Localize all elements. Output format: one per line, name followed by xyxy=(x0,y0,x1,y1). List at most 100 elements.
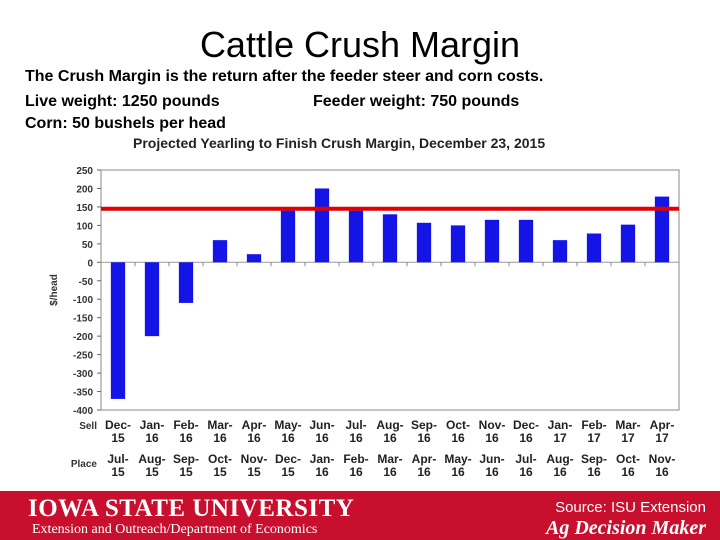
sell-month-label: Mar- xyxy=(615,418,640,432)
y-tick-label: -300 xyxy=(73,369,93,380)
sell-month-label: Jun- xyxy=(309,418,334,432)
sell-year-label: 16 xyxy=(315,431,329,445)
y-axis-label: $/head xyxy=(49,274,60,306)
place-month-label: Nov- xyxy=(241,452,268,466)
sell-year-label: 16 xyxy=(417,431,431,445)
y-tick-label: -150 xyxy=(73,314,93,325)
place-year-label: 15 xyxy=(111,465,125,479)
y-tick-label: 100 xyxy=(76,221,93,232)
bar-oct-16 xyxy=(450,225,466,263)
intro-line-1: The Crush Margin is the return after the… xyxy=(25,68,544,85)
sell-month-label: Jan- xyxy=(140,418,165,432)
place-month-label: Jan- xyxy=(310,452,335,466)
sell-year-label: 16 xyxy=(247,431,261,445)
sell-month-label: Jan- xyxy=(548,418,573,432)
intro-corn: Corn: 50 bushels per head xyxy=(25,115,226,132)
y-tick-label: 250 xyxy=(76,166,93,177)
sell-year-label: 17 xyxy=(621,431,635,445)
place-month-label: Jul- xyxy=(107,452,128,466)
sell-year-label: 16 xyxy=(519,431,533,445)
chart-title: Projected Yearling to Finish Crush Margi… xyxy=(133,135,546,151)
y-tick-label: -400 xyxy=(73,406,93,417)
place-year-label: 15 xyxy=(281,465,295,479)
sell-month-label: Apr- xyxy=(650,418,675,432)
sell-month-label: Dec- xyxy=(105,418,131,432)
sell-year-label: 16 xyxy=(383,431,397,445)
bar-jan-16 xyxy=(144,262,160,337)
department-text: Extension and Outreach/Department of Eco… xyxy=(32,522,318,537)
bar-dec-15 xyxy=(110,262,126,399)
place-month-label: Mar- xyxy=(377,452,402,466)
place-year-label: 16 xyxy=(655,465,669,479)
sell-year-label: 16 xyxy=(213,431,227,445)
sell-month-label: Sep- xyxy=(411,418,437,432)
place-month-label: Dec- xyxy=(275,452,301,466)
place-year-label: 16 xyxy=(315,465,329,479)
row-label-sell: Sell xyxy=(79,421,97,432)
place-year-label: 16 xyxy=(349,465,363,479)
sell-year-label: 16 xyxy=(179,431,193,445)
intro-live-weight: Live weight: 1250 pounds xyxy=(25,93,220,110)
y-tick-label: -250 xyxy=(73,351,93,362)
bar-dec-16 xyxy=(518,219,534,263)
y-tick-label: -100 xyxy=(73,295,93,306)
bar-jun-16 xyxy=(314,188,330,263)
place-month-label: Aug- xyxy=(546,452,573,466)
row-label-place: Place xyxy=(71,459,98,470)
place-year-label: 15 xyxy=(247,465,261,479)
bar-apr-16 xyxy=(246,254,262,263)
place-month-label: May- xyxy=(444,452,471,466)
slide-title: Cattle Crush Margin xyxy=(199,24,521,65)
sell-year-label: 17 xyxy=(655,431,669,445)
footer-bar: IOWA STATE UNIVERSITY Extension and Outr… xyxy=(0,491,720,540)
place-month-label: Feb- xyxy=(343,452,368,466)
y-tick-label: 50 xyxy=(82,240,94,251)
sell-month-label: Jul- xyxy=(345,418,366,432)
y-tick-label: 200 xyxy=(76,184,93,195)
sell-year-label: 15 xyxy=(111,431,125,445)
place-year-label: 16 xyxy=(417,465,431,479)
place-month-label: Aug- xyxy=(138,452,165,466)
sell-month-label: Dec- xyxy=(513,418,539,432)
y-tick-label: 0 xyxy=(87,258,93,269)
sell-year-label: 16 xyxy=(349,431,363,445)
intro-feeder-weight: Feeder weight: 750 pounds xyxy=(313,93,520,110)
y-tick-label: -50 xyxy=(79,277,94,288)
bar-aug-16 xyxy=(382,214,398,263)
source-text: Source: ISU Extension xyxy=(555,499,706,516)
bar-apr-17 xyxy=(654,196,670,263)
place-month-label: Jul- xyxy=(515,452,536,466)
bar-nov-16 xyxy=(484,219,500,263)
bar-mar-16 xyxy=(212,240,228,263)
ag-decision-maker-logo: Ag Decision Maker xyxy=(546,517,706,539)
sell-month-label: Aug- xyxy=(376,418,403,432)
sell-month-label: Nov- xyxy=(479,418,506,432)
place-month-label: Apr- xyxy=(412,452,437,466)
place-year-label: 16 xyxy=(383,465,397,479)
place-year-label: 15 xyxy=(145,465,159,479)
y-tick-label: -350 xyxy=(73,388,93,399)
place-year-label: 15 xyxy=(213,465,227,479)
bar-mar-17 xyxy=(620,224,636,263)
sell-year-label: 16 xyxy=(145,431,159,445)
sell-month-label: Feb- xyxy=(581,418,606,432)
sell-year-label: 17 xyxy=(587,431,601,445)
place-year-label: 15 xyxy=(179,465,193,479)
sell-year-label: 17 xyxy=(553,431,567,445)
sell-year-label: 16 xyxy=(485,431,499,445)
place-year-label: 16 xyxy=(519,465,533,479)
place-month-label: Sep- xyxy=(173,452,199,466)
sell-year-label: 16 xyxy=(281,431,295,445)
sell-month-label: Feb- xyxy=(173,418,198,432)
sell-month-label: Mar- xyxy=(207,418,232,432)
place-month-label: Sep- xyxy=(581,452,607,466)
y-tick-label: 150 xyxy=(76,203,93,214)
place-year-label: 16 xyxy=(451,465,465,479)
place-month-label: Oct- xyxy=(208,452,232,466)
place-month-label: Jun- xyxy=(479,452,504,466)
place-year-label: 16 xyxy=(587,465,601,479)
bar-jul-16 xyxy=(348,210,364,263)
sell-month-label: Apr- xyxy=(242,418,267,432)
place-month-label: Oct- xyxy=(616,452,640,466)
